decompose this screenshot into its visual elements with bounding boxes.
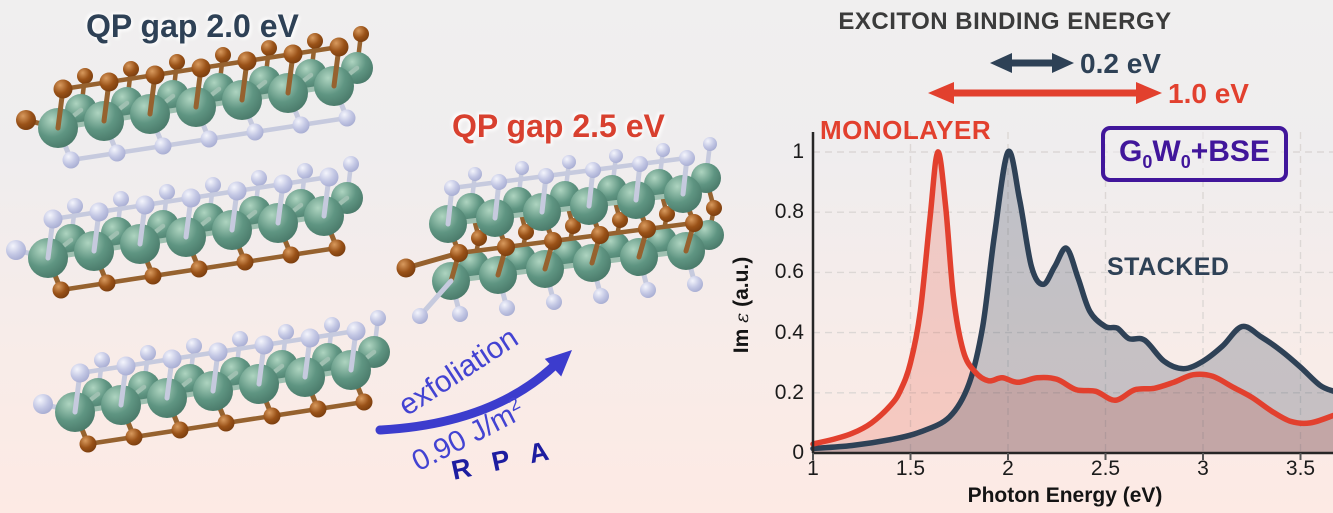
x-tick-label: 3.5 — [1285, 457, 1316, 480]
x-tick-label: 1.5 — [895, 457, 926, 480]
method-w-sub: 0 — [1180, 152, 1191, 172]
binding-energy-stacked-value: 0.2 eV — [1080, 48, 1161, 79]
method-w: W — [1152, 135, 1181, 168]
x-tick-label: 1 — [807, 457, 819, 480]
y-tick-label: 0 — [792, 441, 804, 464]
exfoliation-arrow-icon — [375, 350, 572, 435]
y-tick-label: 0.8 — [774, 200, 804, 224]
monolayer-series-label: MONOLAYER — [820, 115, 992, 145]
y-tick-label: 0.4 — [774, 320, 804, 344]
exciton-binding-title: EXCITON BINDING ENERGY — [838, 8, 1172, 35]
ylabel-units: (a.u.) — [730, 256, 753, 307]
y-tick-label: 0.6 — [774, 260, 804, 284]
x-tick-label: 2.5 — [1090, 457, 1121, 480]
stacked-series-label: STACKED — [1107, 253, 1230, 281]
qp-gap-stacked-label: QP gap 2.0 eV — [86, 8, 299, 44]
binding-energy-arrows — [928, 53, 1162, 104]
spectrum-chart — [810, 132, 1333, 460]
x-axis-title: Photon Energy (eV) — [967, 484, 1163, 507]
x-tick-label: 3 — [1197, 457, 1209, 480]
x-tick-label: 2 — [1002, 457, 1014, 480]
method-g: G — [1119, 135, 1143, 168]
crystal-structures — [6, 26, 724, 453]
y-tick-label: 0.2 — [774, 380, 804, 404]
ylabel-im: Im — [730, 328, 753, 354]
qp-gap-monolayer-label: QP gap 2.5 eV — [452, 108, 665, 144]
y-axis-title: Im ε (a.u.) — [730, 225, 756, 385]
method-g-sub: 0 — [1142, 152, 1153, 172]
method-badge: G0W0+BSE — [1101, 126, 1288, 182]
binding-energy-monolayer-value: 1.0 eV — [1168, 78, 1249, 109]
method-rest: +BSE — [1190, 135, 1270, 168]
ylabel-epsilon: ε — [731, 312, 753, 323]
y-tick-label: 1 — [792, 140, 804, 163]
